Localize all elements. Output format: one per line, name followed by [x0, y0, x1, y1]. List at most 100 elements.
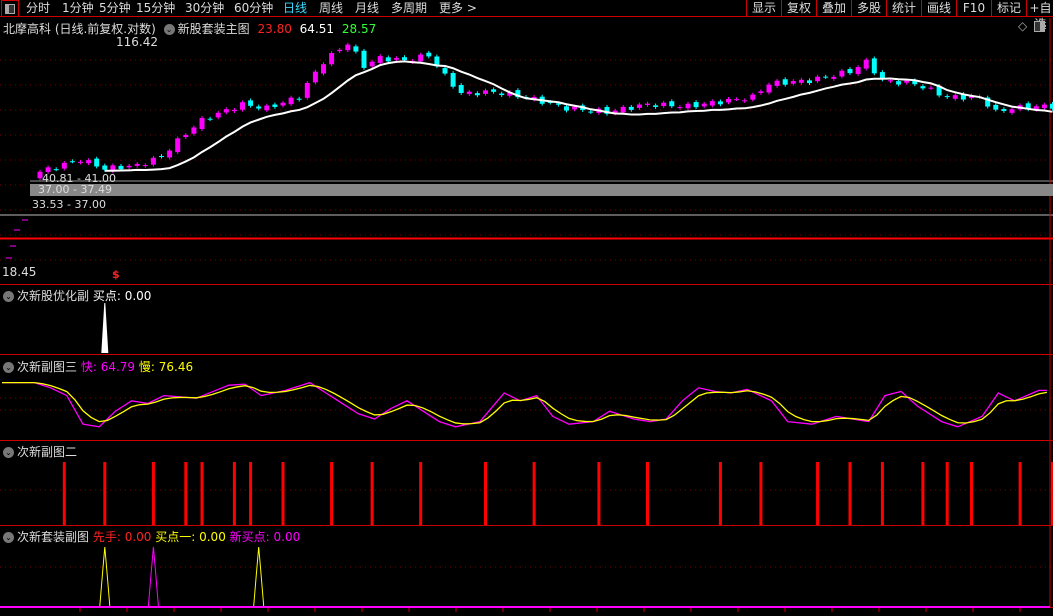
candle-body: [288, 97, 294, 105]
signal-bar: [232, 462, 236, 525]
dropdown-icon[interactable]: ⌄: [3, 362, 14, 373]
dropdown-icon[interactable]: ⌄: [3, 532, 14, 543]
candle-body: [199, 117, 205, 130]
candle-body: [879, 72, 885, 80]
candle-body: [564, 106, 569, 111]
signal-bar: [419, 462, 423, 525]
candle-body: [296, 98, 302, 100]
indicator-name[interactable]: 新股套装主图: [177, 22, 250, 36]
candle-body: [750, 94, 756, 100]
candle-body: [863, 59, 869, 69]
period-tab-6[interactable]: 日线: [283, 1, 308, 15]
period-tab-2[interactable]: 5分钟: [99, 1, 131, 15]
buy-point-spike: [101, 302, 109, 354]
period-tab-3[interactable]: 15分钟: [136, 1, 176, 15]
toolbar-button-6[interactable]: F10: [956, 0, 991, 17]
candle-body: [499, 93, 505, 96]
candle-body: [474, 93, 480, 96]
candle-body: [167, 150, 173, 158]
candle-body: [110, 165, 116, 172]
toolbar-button-2[interactable]: 叠加: [816, 0, 851, 17]
sub3-title[interactable]: 次新副图二: [17, 445, 78, 459]
candle-body: [1025, 103, 1031, 110]
toolbar-button-5[interactable]: 画线: [921, 0, 956, 17]
candle-body: [758, 91, 764, 93]
dropdown-icon[interactable]: ⌄: [3, 291, 14, 302]
sub4-title[interactable]: 次新套装副图: [17, 530, 90, 544]
candle-body: [280, 102, 286, 106]
period-tab-0[interactable]: 分时: [26, 1, 51, 15]
buy-spike: [253, 546, 265, 607]
buy-spike: [99, 546, 111, 607]
candle-body: [507, 91, 513, 96]
candle-body: [555, 103, 561, 105]
candle-body: [847, 69, 853, 74]
period-tab-5[interactable]: 60分钟: [234, 1, 274, 15]
candle-body: [985, 97, 991, 107]
candle-body: [831, 76, 837, 79]
signal-bar: [921, 462, 925, 525]
dropdown-icon[interactable]: ⌄: [3, 447, 14, 458]
buy-spike: [147, 546, 159, 607]
candle-body: [402, 57, 407, 61]
candle-body: [207, 118, 213, 120]
sub1-title[interactable]: 次新股优化副: [17, 289, 90, 303]
candle-body: [888, 80, 893, 82]
candle-body: [734, 99, 740, 101]
candle-body: [677, 107, 683, 109]
low-price-label: 18.45: [2, 265, 37, 279]
period-tab-8[interactable]: 月线: [355, 1, 380, 15]
candle-body: [612, 110, 618, 114]
candle-body: [912, 80, 918, 85]
period-tab-4[interactable]: 30分钟: [185, 1, 225, 15]
value-3: 28.57: [341, 22, 377, 36]
candle-body: [960, 94, 966, 100]
sub4-header: ⌄ 次新套装副图 先手: 0.00 买点一: 0.00 新买点: 0.00: [3, 528, 300, 545]
moving-average-line: [104, 60, 1053, 172]
signal-bar: [945, 462, 949, 525]
toolbar-button-7[interactable]: 标记: [991, 0, 1026, 17]
candle-body: [661, 102, 667, 107]
sub2-title[interactable]: 次新副图三: [17, 360, 78, 374]
toolbar-button-3[interactable]: 多股: [851, 0, 886, 17]
candle-body: [855, 67, 861, 75]
candle-body: [142, 165, 148, 167]
candle-body: [993, 104, 999, 110]
slow-value: 慢: 76.46: [138, 360, 194, 374]
sub1-header: ⌄ 次新股优化副 买点: 0.00: [3, 287, 151, 304]
panel-separator: [0, 284, 1053, 285]
indicator-dropdown-icon[interactable]: ⌄: [163, 24, 175, 35]
candle-body: [240, 102, 245, 110]
candle-body: [936, 85, 942, 96]
diamond-icon[interactable]: ◇: [1018, 19, 1028, 33]
candle-body: [248, 100, 254, 106]
candle-body: [126, 165, 132, 168]
candle-body: [701, 103, 707, 107]
sidebar-toggle-button[interactable]: [1, 0, 19, 17]
candle-body: [636, 104, 642, 108]
candle-body: [450, 73, 456, 87]
candle-body: [37, 171, 43, 179]
period-tab-9[interactable]: 多周期: [391, 1, 428, 15]
toolbar-button-1[interactable]: 复权: [781, 0, 816, 17]
signal-bar: [759, 462, 763, 525]
candle-body: [466, 91, 472, 95]
period-tab-1[interactable]: 1分钟: [62, 1, 94, 15]
slow-line: [2, 381, 1048, 425]
signal-bar: [103, 462, 107, 525]
signal-bar: [718, 462, 722, 525]
period-tab-10[interactable]: 更多 >: [439, 1, 477, 15]
candle-body: [329, 53, 335, 65]
toolbar-button-0[interactable]: 显示: [746, 0, 781, 17]
toolbar-button-4[interactable]: 统计: [886, 0, 921, 17]
signal-bar: [484, 462, 487, 525]
candle-body: [272, 104, 278, 107]
candle-body: [588, 111, 594, 113]
zone-label-1: 40.81 - 41.00: [42, 172, 116, 185]
candle-body: [191, 127, 197, 134]
candle-body: [1009, 109, 1015, 113]
period-tab-7[interactable]: 周线: [319, 1, 344, 15]
panel-icon: [5, 4, 15, 14]
panel-toggle-icon[interactable]: [1034, 21, 1045, 32]
